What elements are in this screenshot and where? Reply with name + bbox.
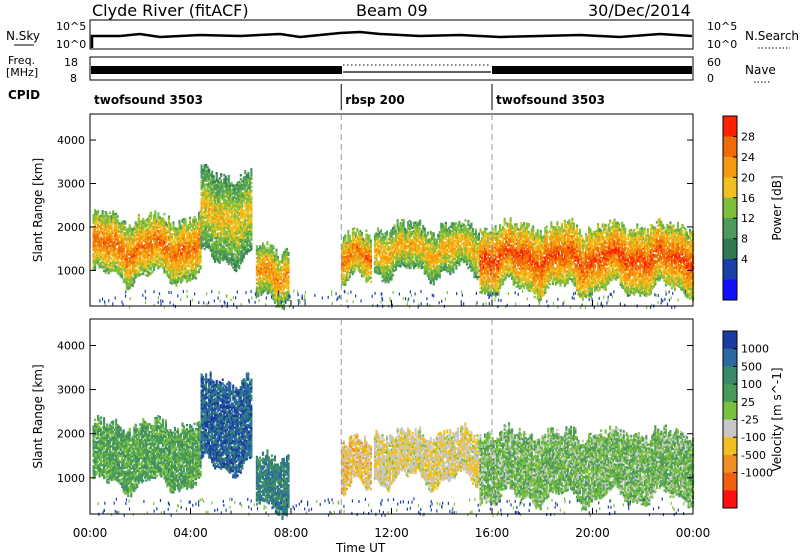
freq-band-left — [91, 66, 342, 74]
echo-cell — [106, 213, 108, 215]
echo-cell — [109, 212, 111, 214]
echo-cell — [129, 224, 131, 226]
echo-cell — [102, 210, 104, 212]
nave-tick-bottom: 0 — [707, 72, 714, 85]
echo-cell — [154, 210, 156, 212]
echo-cell — [169, 223, 171, 225]
cpid-label: CPID — [8, 88, 40, 102]
beam-title: Beam 09 — [356, 1, 428, 20]
freq-tick-bottom: 8 — [70, 72, 77, 85]
noise-right-tick-top: 10^5 — [707, 20, 737, 33]
nsky-label: N.Sky — [6, 29, 40, 43]
echo-cell — [124, 226, 126, 228]
cpid-segments: twofsound 3503 rbsp 200 twofsound 3503 — [94, 84, 605, 110]
echo-cell — [151, 271, 153, 273]
echo-cell — [157, 212, 159, 214]
echo-cell — [138, 214, 140, 216]
noise-left-tick-bottom: 10^0 — [56, 38, 86, 51]
echo-cell — [163, 213, 165, 215]
cpid-segment-label: twofsound 3503 — [94, 93, 203, 107]
echo-cell — [94, 209, 96, 211]
echo-cell — [97, 210, 99, 212]
noise-right-tick-bottom: 10^0 — [707, 38, 737, 51]
freq-band-right — [492, 66, 692, 74]
noise-left-tick-top: 10^5 — [56, 20, 86, 33]
station-title: Clyde River (fitACF) — [92, 1, 249, 20]
echo-cell — [115, 213, 117, 215]
date-title: 30/Dec/2014 — [588, 1, 691, 20]
echo-cell — [172, 221, 174, 223]
radar-summary-plot: Clyde River (fitACF) Beam 09 30/Dec/2014… — [0, 0, 800, 554]
echo-cell — [150, 212, 152, 214]
echo-cell — [117, 219, 119, 221]
echo-cells — [93, 164, 695, 310]
echo-cell — [168, 215, 170, 217]
freq-tick-top: 18 — [64, 56, 78, 69]
freq-unit-label: [MHz] — [6, 66, 38, 79]
echo-cell — [117, 215, 119, 217]
echo-cell — [112, 210, 114, 212]
nsearch-label: N.Search — [745, 29, 799, 43]
nave-label: Nave — [745, 63, 776, 77]
echo-cell — [124, 220, 126, 222]
echo-cell — [163, 219, 165, 221]
noise-trace — [92, 32, 692, 48]
cpid-segment-label: twofsound 3503 — [496, 93, 605, 107]
echo-cell — [142, 218, 144, 220]
nave-tick-top: 60 — [707, 56, 721, 69]
cpid-segment-label: rbsp 200 — [345, 93, 404, 107]
